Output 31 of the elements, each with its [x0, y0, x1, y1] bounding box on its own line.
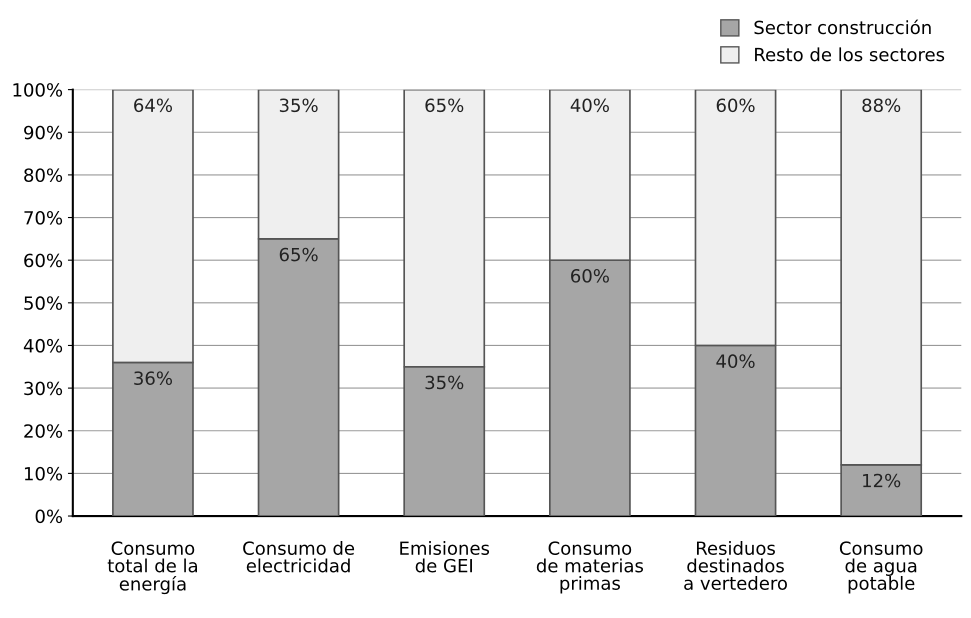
y-tick-label: 40% — [24, 338, 62, 353]
y-tick-label: 30% — [24, 382, 62, 396]
x-tick-label: Consumo de agua potable — [840, 541, 922, 594]
y-tick-label: 70% — [24, 210, 62, 225]
x-tick-label: Residuos destinados a vertedero — [684, 541, 787, 590]
y-tick-label: 80% — [24, 168, 62, 182]
data-label: 40% — [570, 98, 609, 112]
data-label: 40% — [716, 354, 755, 368]
legend-label: Resto de los sectores — [755, 47, 944, 62]
y-tick-label: 10% — [24, 466, 62, 481]
y-tick-label: 20% — [24, 424, 62, 438]
y-tick-label: 100% — [13, 83, 62, 97]
data-label: 64% — [134, 98, 172, 112]
y-tick-label: 90% — [24, 126, 62, 140]
data-label: 65% — [280, 248, 318, 262]
y-tick-label: 0% — [36, 509, 62, 524]
data-label: 60% — [716, 98, 755, 112]
data-label: 60% — [571, 269, 609, 283]
y-tick-label: 50% — [24, 296, 62, 310]
x-tick-label: Consumo de electricidad — [243, 541, 354, 572]
y-tick-label: 60% — [24, 254, 62, 268]
x-tick-label: Consumo total de la energía — [108, 541, 197, 594]
data-label: 35% — [280, 98, 318, 112]
data-label: 35% — [426, 376, 464, 390]
data-label: 36% — [134, 371, 172, 386]
data-label: 12% — [863, 474, 900, 488]
data-label: 88% — [862, 98, 900, 112]
x-tick-label: Consumo de materias primas — [536, 541, 644, 594]
legend-label: Sector construcción — [754, 20, 931, 34]
data-label: 65% — [425, 98, 464, 112]
x-tick-label: Emisiones de GEI — [400, 541, 490, 572]
